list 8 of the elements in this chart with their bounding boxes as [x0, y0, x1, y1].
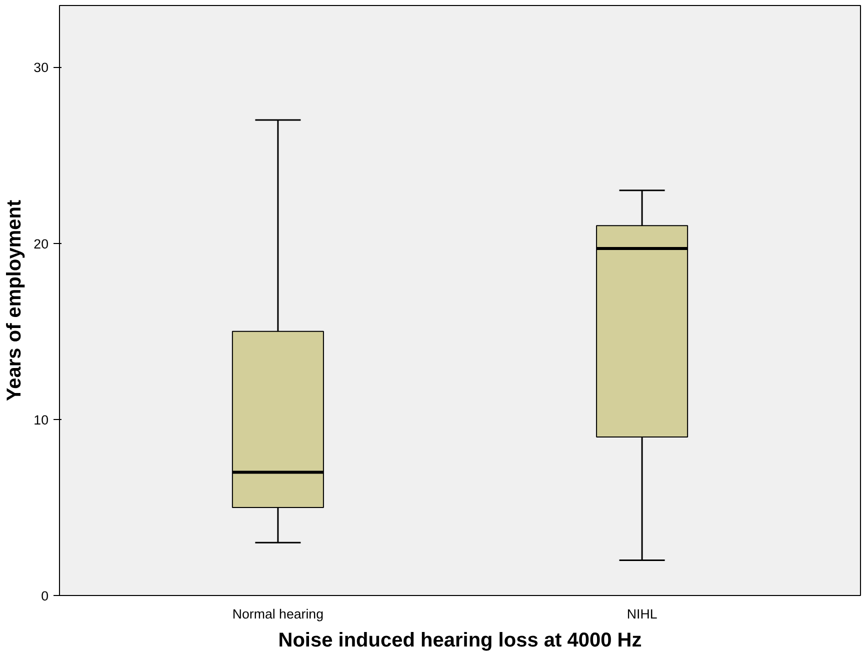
x-tick-label: Normal hearing — [232, 606, 324, 622]
y-tick-label: 20 — [34, 236, 49, 252]
x-axis-title: Noise induced hearing loss at 4000 Hz — [278, 630, 642, 652]
y-tick-label: 0 — [41, 588, 49, 604]
y-axis-title: Years of employment — [4, 200, 26, 402]
y-tick-label: 30 — [34, 60, 49, 76]
x-tick-label: NIHL — [626, 606, 658, 622]
y-tick-label: 10 — [34, 412, 49, 428]
